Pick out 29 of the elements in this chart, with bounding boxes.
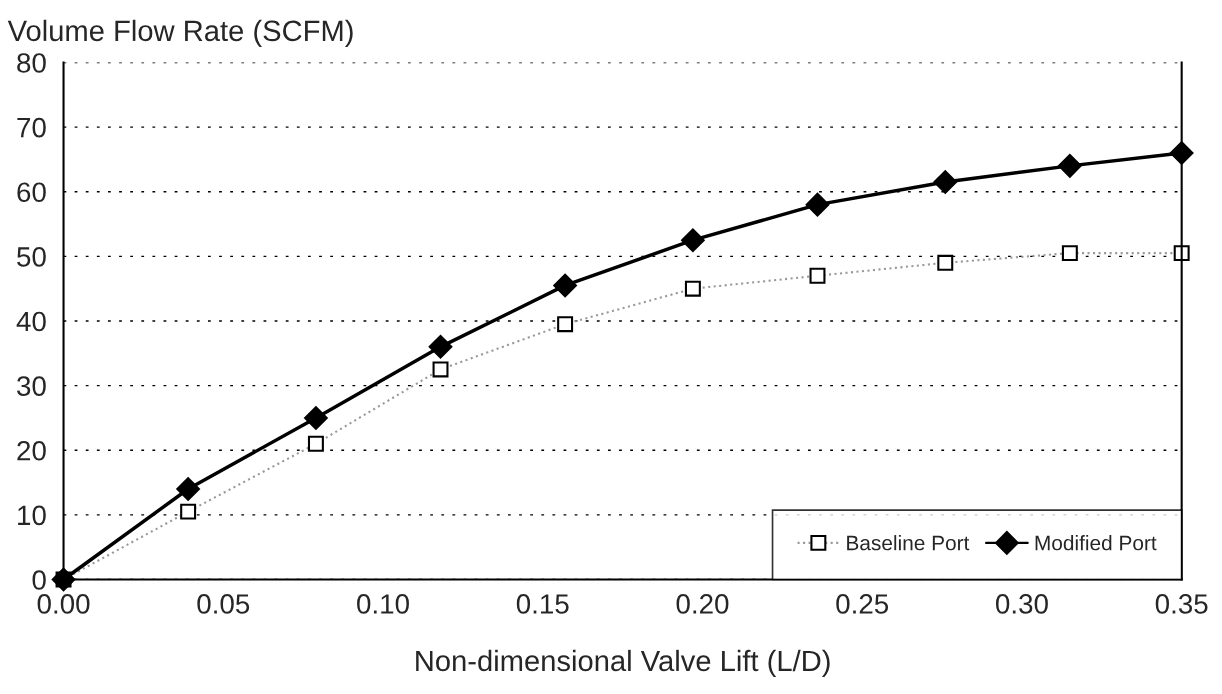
x-tick-label: 0.25: [836, 594, 889, 614]
y-axis-title: Volume Flow Rate (SCFM): [7, 19, 353, 47]
x-axis-title: Non-dimensional Valve Lift (L/D): [416, 649, 830, 677]
point: [1058, 154, 1082, 178]
y-tick-label: 10: [18, 505, 46, 526]
x-tick-label: 0.05: [197, 594, 250, 614]
y-tick-label: 40: [16, 311, 46, 332]
y-tick-label: 80: [17, 53, 46, 73]
x-tick-label: 0.35: [1155, 594, 1208, 614]
y-tick-label: 60: [17, 182, 46, 203]
x-tick-label: 0.15: [516, 594, 569, 614]
point: [933, 170, 958, 194]
legend-label: Baseline Port: [847, 535, 970, 551]
y-tick-label: 30: [17, 376, 46, 396]
point: [805, 192, 830, 217]
point: [176, 477, 200, 501]
y-tick-label: 20: [17, 440, 46, 461]
point: [553, 273, 577, 298]
point: [428, 334, 453, 359]
y-tick-label: 50: [17, 247, 46, 267]
legend-label: Modified Port: [1035, 535, 1157, 551]
x-tick-label: 0.20: [676, 594, 729, 614]
point: [681, 228, 705, 253]
x-tick-label: 0.30: [996, 594, 1048, 614]
y-tick-label: 0: [32, 570, 46, 590]
point: [304, 406, 328, 430]
y-tick-label: 70: [17, 117, 46, 138]
x-tick-label: 0.10: [357, 594, 409, 614]
x-tick-label: 0.00: [37, 594, 90, 614]
